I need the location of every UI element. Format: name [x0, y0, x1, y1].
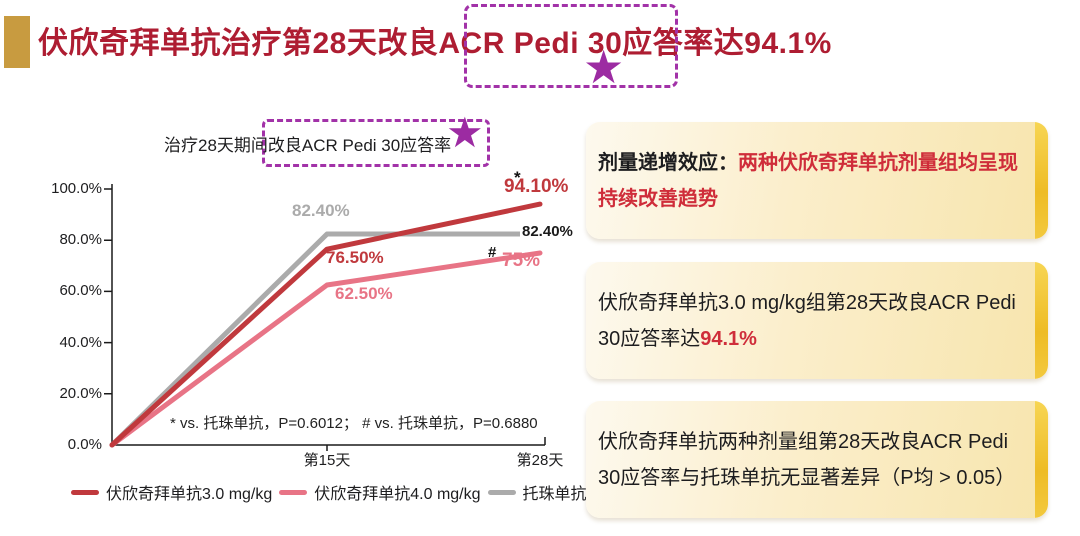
callout-response-rate: 伏欣奇拜单抗3.0 mg/kg组第28天改良ACR Pedi 30应答率达94.… [586, 262, 1048, 379]
x-tick-label-day15: 第15天 [303, 452, 351, 469]
series-line-0 [109, 201, 543, 448]
y-tick-label: 0.0% [67, 436, 102, 453]
callout-highlight: 两种伏欣奇拜单抗剂量组均呈现持续改善趋势 [598, 151, 1018, 210]
chart-footnote: * vs. 托珠单抗，P=0.6012； # vs. 托珠单抗，P=0.6880 [170, 415, 538, 432]
legend-item-4mg: 伏欣奇拜单抗4.0 mg/kg [279, 480, 481, 504]
chart-title: 治疗28天期间改良ACR Pedi 30应答率 [164, 136, 452, 155]
title-highlight-dashed-box [464, 4, 678, 88]
callout-prefix: 伏欣奇拜单抗3.0 mg/kg组第28天改良ACR Pedi [598, 291, 1016, 314]
title-accent-bar [4, 16, 30, 68]
legend-swatch-4mg [279, 489, 308, 495]
y-tick-label: 100.0% [51, 180, 102, 197]
y-tick-label: 40.0% [59, 334, 102, 351]
point-label-3mg-day28: 94.10% [504, 176, 569, 197]
legend-swatch-3mg [71, 489, 99, 495]
callout-text: 伏欣奇拜单抗两种剂量组第28天改良ACR Pedi 30应答率与托珠单抗无显著差… [598, 430, 1016, 489]
significance-mark-hash: # [488, 244, 497, 261]
point-label-4mg-day15: 62.50% [335, 284, 393, 303]
legend-item-tocilizumab: 托珠单抗 [487, 480, 587, 504]
legend-swatch-tocilizumab [487, 489, 516, 495]
star-icon: ★ [446, 109, 484, 156]
callout-highlight: 94.1% [700, 327, 757, 350]
y-tick-label: 60.0% [59, 282, 102, 299]
y-tick-label: 80.0% [59, 231, 102, 248]
legend-item-3mg: 伏欣奇拜单抗3.0 mg/kg [71, 480, 272, 504]
legend-label-3mg: 伏欣奇拜单抗3.0 mg/kg [106, 486, 273, 503]
significance-mark-asterisk: * [514, 168, 521, 187]
callout-dose-escalation: 剂量递增效应：两种伏欣奇拜单抗剂量组均呈现持续改善趋势 [586, 122, 1048, 239]
axis-ticks [104, 188, 546, 451]
legend-label-tocilizumab: 托珠单抗 [522, 486, 587, 503]
point-label-4mg-day28: 75% [502, 250, 541, 271]
callout-text: 剂量递增效应：两种伏欣奇拜单抗剂量组均呈现持续改善趋势 [598, 145, 1022, 217]
series-line-1 [109, 250, 543, 448]
callout-label: 剂量递增效应： [598, 151, 738, 174]
y-tick-label: 20.0% [59, 385, 102, 402]
callout-no-significant-difference: 伏欣奇拜单抗两种剂量组第28天改良ACR Pedi 30应答率与托珠单抗无显著差… [586, 401, 1048, 518]
callout-text: 伏欣奇拜单抗3.0 mg/kg组第28天改良ACR Pedi 30应答率达94.… [598, 285, 1022, 357]
chart-title-highlight-dashed-box [262, 119, 490, 167]
series-line-2 [109, 231, 543, 448]
x-tick-label-day28: 第28天 [516, 452, 564, 469]
star-icon: ★ [583, 41, 625, 93]
page-title: 伏欣奇拜单抗治疗第28天改良ACR Pedi 30应答率达94.1% [38, 27, 832, 60]
point-label-tocilizumab-day15: 82.40% [292, 201, 350, 220]
point-label-tocilizumab-day28: 82.40% [520, 223, 575, 240]
legend-label-4mg: 伏欣奇拜单抗4.0 mg/kg [314, 486, 481, 503]
chart-legend: 伏欣奇拜单抗3.0 mg/kg 伏欣奇拜单抗4.0 mg/kg 托珠单抗 [71, 480, 594, 504]
point-label-3mg-day15: 76.50% [326, 248, 384, 267]
callout-prefix2: 30应答率达 [598, 327, 701, 350]
axis-lines [111, 184, 545, 446]
